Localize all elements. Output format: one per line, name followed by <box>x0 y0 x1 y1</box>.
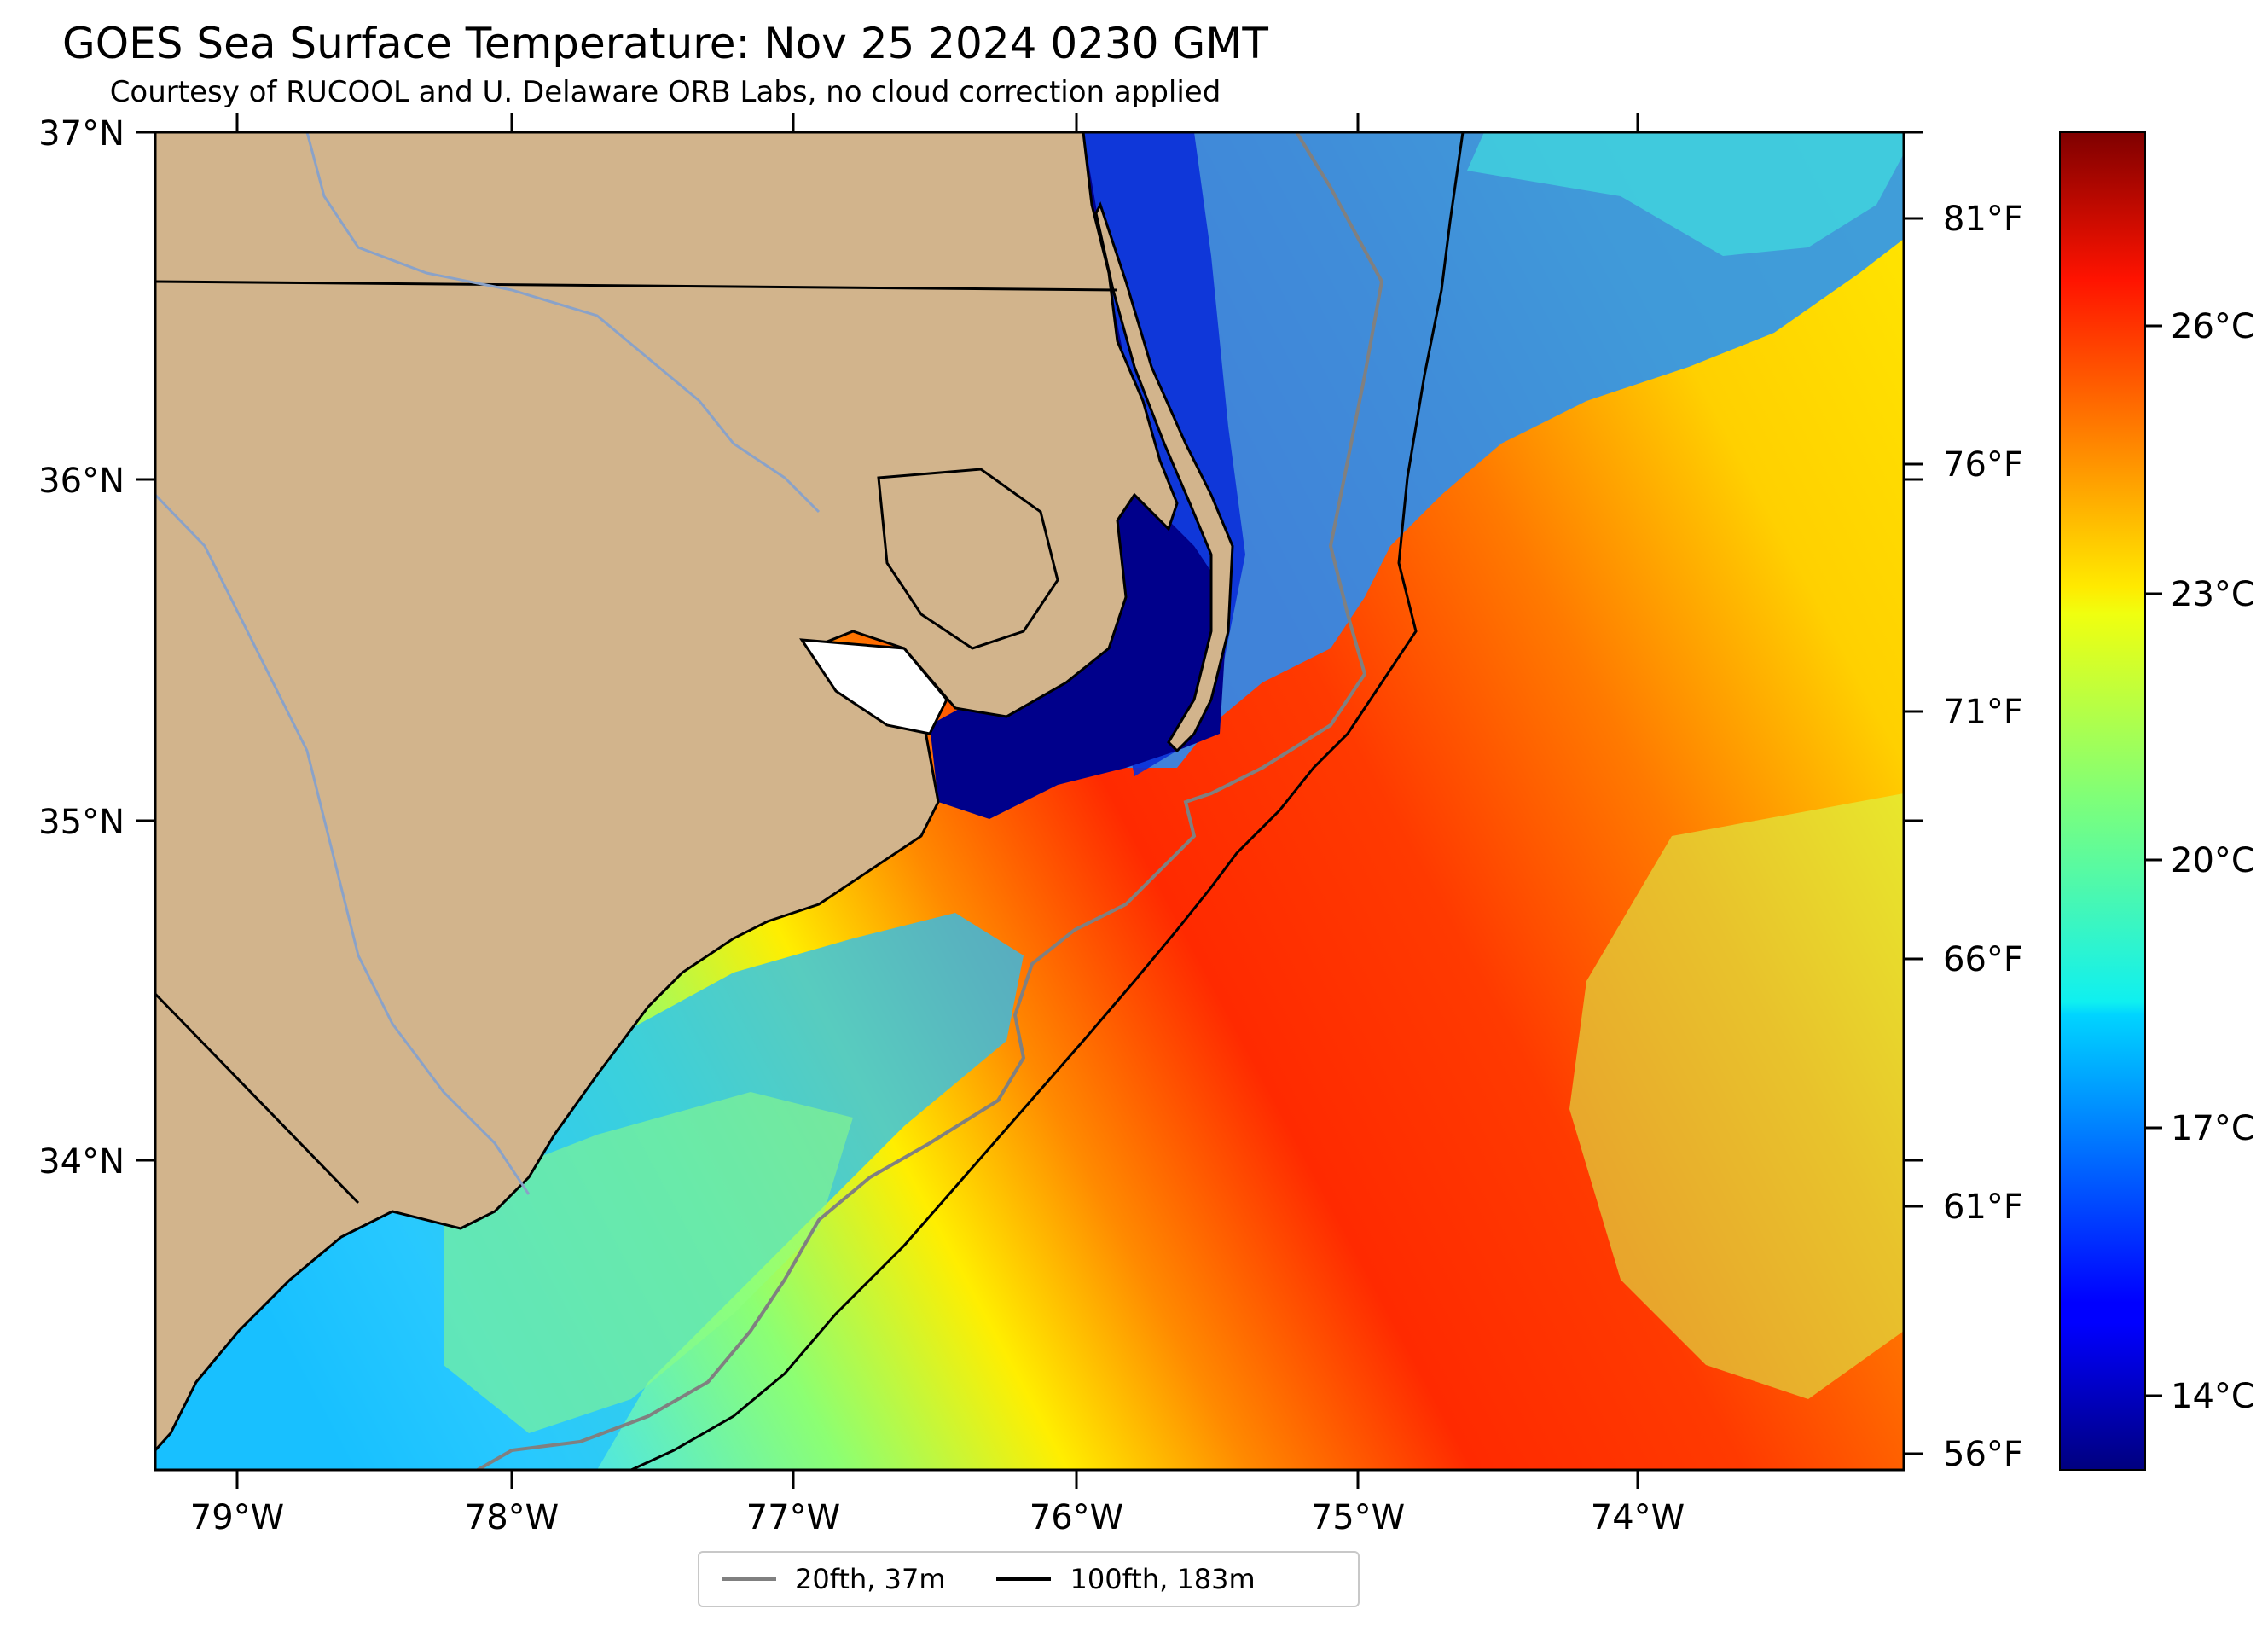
legend-line-black <box>996 1577 1052 1581</box>
map-title: GOES Sea Surface Temperature: Nov 25 202… <box>62 19 1268 68</box>
lon-label: 75°W <box>1311 1498 1405 1537</box>
river <box>305 132 821 514</box>
lat-label: 35°N <box>38 803 125 842</box>
fahrenheit-label: 61°F <box>1943 1188 2023 1227</box>
legend-item-100fth: 100fth, 183m <box>996 1563 1256 1595</box>
lon-ticks <box>235 113 1639 1489</box>
fahrenheit-label: 81°F <box>1943 200 2023 239</box>
lon-label: 79°W <box>190 1498 284 1537</box>
lon-label: 78°W <box>465 1498 559 1537</box>
state-border-va-nc <box>155 280 1118 292</box>
map-legend: 20fth, 37m 100fth, 183m <box>698 1551 1360 1607</box>
offshore-cool-patch <box>1569 793 1904 1399</box>
mid-shelf-water <box>444 1092 853 1433</box>
lat-label: 37°N <box>38 114 125 154</box>
celsius-label: 23°C <box>2171 575 2255 614</box>
cool-eddy-region <box>1467 132 1904 256</box>
lat-label: 34°N <box>38 1142 125 1182</box>
colorbar <box>2059 131 2146 1471</box>
fahrenheit-label: 71°F <box>1943 693 2023 732</box>
lat-ticks <box>136 131 1923 1162</box>
land-mass <box>155 132 1179 1453</box>
fahrenheit-label: 66°F <box>1943 940 2023 979</box>
neuse-estuary <box>799 638 948 735</box>
celsius-label: 20°C <box>2171 841 2255 880</box>
fahrenheit-label: 76°F <box>1943 445 2023 485</box>
legend-item-20fth: 20fth, 37m <box>722 1563 945 1595</box>
map-subtitle: Courtesy of RUCOOL and U. Delaware ORB L… <box>109 75 1221 109</box>
lon-label: 76°W <box>1030 1498 1123 1537</box>
celsius-label: 26°C <box>2171 307 2255 346</box>
legend-line-gray <box>722 1577 776 1581</box>
celsius-label: 17°C <box>2171 1109 2255 1148</box>
lon-label: 74°W <box>1591 1498 1685 1537</box>
isobath-20fth <box>477 132 1384 1470</box>
river <box>155 493 531 1195</box>
state-border-nc-sc <box>155 992 360 1205</box>
map-frame <box>154 131 1905 1472</box>
outer-banks <box>1094 201 1234 753</box>
legend-label: 20fth, 37m <box>795 1563 946 1595</box>
isobath-100fth <box>630 132 1465 1470</box>
slope-water <box>1058 132 1904 768</box>
lon-label: 77°W <box>746 1498 840 1537</box>
legend-label: 100fth, 183m <box>1070 1563 1256 1595</box>
fahrenheit-label: 56°F <box>1943 1435 2023 1474</box>
peninsula <box>877 468 1059 650</box>
lat-label: 36°N <box>38 462 125 501</box>
celsius-label: 14°C <box>2171 1377 2255 1416</box>
